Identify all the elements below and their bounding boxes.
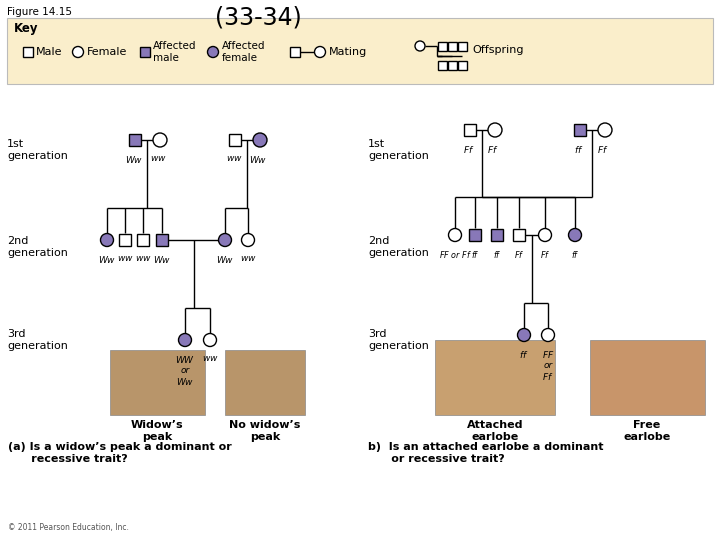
Text: 3rd
generation: 3rd generation (7, 329, 68, 351)
Text: $Ff$: $Ff$ (463, 144, 474, 155)
Text: b)  Is an attached earlobe a dominant
      or recessive trait?: b) Is an attached earlobe a dominant or … (368, 442, 603, 464)
Text: $ff$: $ff$ (571, 249, 580, 260)
Text: $Ww$: $Ww$ (153, 254, 171, 265)
Text: $Ff$: $Ff$ (487, 144, 499, 155)
Text: $Ww$: $Ww$ (98, 254, 116, 265)
Circle shape (449, 228, 462, 241)
Bar (457, 60, 467, 70)
Bar (140, 47, 150, 57)
Text: Female: Female (87, 47, 127, 57)
Text: No widow’s
peak: No widow’s peak (229, 420, 301, 442)
Text: 2nd
generation: 2nd generation (7, 236, 68, 258)
Text: Male: Male (36, 47, 63, 57)
Text: Figure 14.15: Figure 14.15 (7, 7, 72, 17)
Text: $WW$
or
$Ww$: $WW$ or $Ww$ (175, 354, 195, 387)
Text: $FF$
or
$Ff$: $FF$ or $Ff$ (541, 349, 554, 382)
Circle shape (541, 328, 554, 341)
Text: (a) Is a widow’s peak a dominant or
      recessive trait?: (a) Is a widow’s peak a dominant or rece… (8, 442, 232, 464)
Text: 1st
generation: 1st generation (7, 139, 68, 161)
Bar (464, 124, 476, 136)
Text: Offspring: Offspring (472, 45, 523, 55)
Bar (110, 350, 205, 415)
Bar (23, 47, 33, 57)
Text: Attached
earlobe: Attached earlobe (467, 420, 523, 442)
Text: $ww$: $ww$ (202, 354, 218, 363)
Bar (290, 47, 300, 57)
Circle shape (539, 228, 552, 241)
Bar (137, 234, 149, 246)
Text: (33-34): (33-34) (215, 5, 302, 29)
Bar (435, 340, 555, 415)
Circle shape (218, 233, 232, 246)
Bar (448, 42, 456, 51)
Text: $Ff$: $Ff$ (598, 144, 608, 155)
Text: $ww$: $ww$ (117, 254, 133, 263)
Bar (574, 124, 586, 136)
Text: $Ff$: $Ff$ (514, 249, 524, 260)
Text: 3rd
generation: 3rd generation (368, 329, 429, 351)
Text: Mating: Mating (329, 47, 367, 57)
Text: $ff$: $ff$ (575, 144, 584, 155)
Text: © 2011 Pearson Education, Inc.: © 2011 Pearson Education, Inc. (8, 523, 129, 532)
Circle shape (73, 46, 84, 57)
Circle shape (207, 46, 218, 57)
Text: $Ww$: $Ww$ (216, 254, 234, 265)
Text: Affected
female: Affected female (222, 41, 266, 63)
Circle shape (241, 233, 254, 246)
Circle shape (488, 123, 502, 137)
Text: Key: Key (14, 22, 38, 35)
Circle shape (101, 233, 114, 246)
Circle shape (204, 334, 217, 347)
Text: $Ff$: $Ff$ (540, 249, 550, 260)
Text: $Ww$: $Ww$ (249, 154, 267, 165)
Text: $ff$: $ff$ (492, 249, 501, 260)
Text: 2nd
generation: 2nd generation (368, 236, 429, 258)
Circle shape (415, 41, 425, 51)
Circle shape (569, 228, 582, 241)
Text: $ww$: $ww$ (150, 154, 166, 163)
Bar (513, 229, 525, 241)
Circle shape (598, 123, 612, 137)
Circle shape (315, 46, 325, 57)
Bar (491, 229, 503, 241)
Bar (119, 234, 131, 246)
Bar (156, 234, 168, 246)
Text: Free
earlobe: Free earlobe (624, 420, 670, 442)
Bar (438, 60, 446, 70)
Circle shape (518, 328, 531, 341)
Bar (469, 229, 481, 241)
Circle shape (253, 133, 267, 147)
Circle shape (153, 133, 167, 147)
Text: $Ww$: $Ww$ (125, 154, 143, 165)
Text: $ww$: $ww$ (135, 254, 151, 263)
Text: Affected
male: Affected male (153, 41, 197, 63)
Bar (229, 134, 241, 146)
Text: Widow’s
peak: Widow’s peak (131, 420, 184, 442)
Bar (438, 42, 446, 51)
FancyBboxPatch shape (7, 18, 713, 84)
Text: $FF$ or $Ff$: $FF$ or $Ff$ (438, 249, 472, 260)
Text: $ff$: $ff$ (471, 249, 480, 260)
Bar (448, 60, 456, 70)
Bar (590, 340, 705, 415)
Text: $ff$: $ff$ (519, 349, 528, 360)
Bar (129, 134, 141, 146)
Bar (457, 42, 467, 51)
Text: $ww$: $ww$ (240, 254, 256, 263)
Bar (225, 350, 305, 415)
Text: $ww$: $ww$ (225, 154, 243, 163)
Text: 1st
generation: 1st generation (368, 139, 429, 161)
Circle shape (179, 334, 192, 347)
